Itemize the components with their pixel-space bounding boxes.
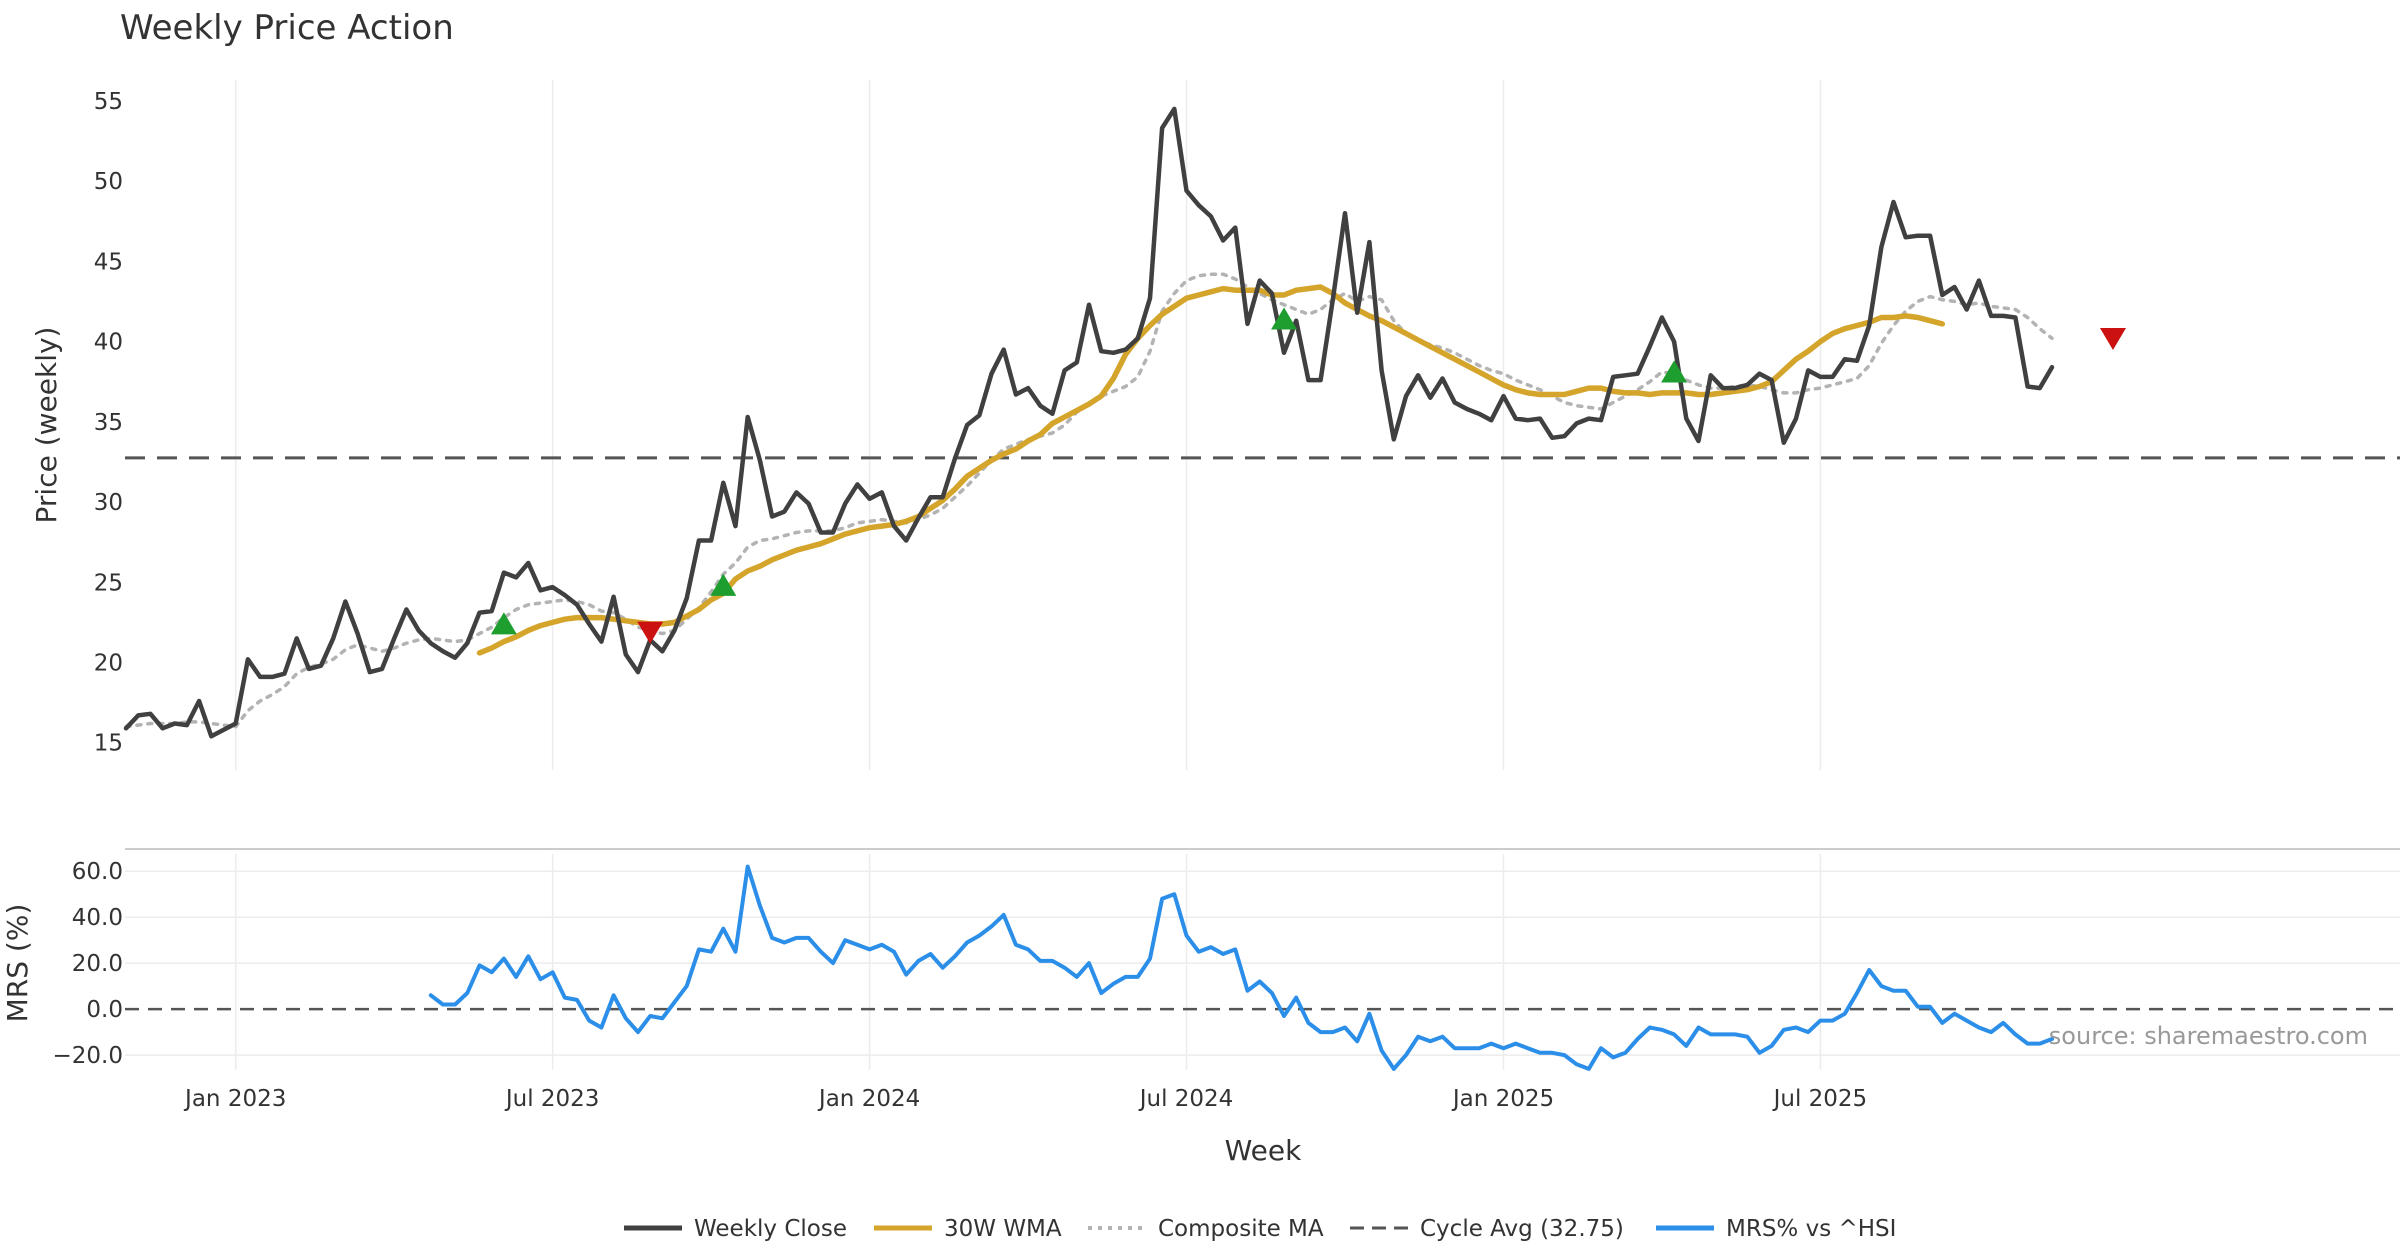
x-tick-jul-2024: Jul 2024 <box>1138 1086 1234 1112</box>
legend-label-weekly-close: Weekly Close <box>694 1216 847 1242</box>
signal-markers <box>490 307 2126 644</box>
chart-title: Weekly Price Action <box>120 8 454 48</box>
price-y-axis-title: Price (weekly) <box>30 327 63 524</box>
price-y-tick-35: 35 <box>94 410 123 436</box>
x-tick-jul-2023: Jul 2023 <box>504 1086 600 1112</box>
mrs-y-axis-title: MRS (%) <box>1 904 34 1023</box>
source-note: source: sharemaestro.com <box>2049 1022 2368 1050</box>
sell-signal-marker-1 <box>2099 327 2126 351</box>
price-y-tick-40: 40 <box>94 330 123 356</box>
price-y-ticks: 15 20 25 30 35 40 45 50 55 <box>94 89 123 757</box>
x-tick-jan-2023: Jan 2023 <box>183 1086 286 1112</box>
mrs-y-tick-2: 20.0 <box>72 951 123 977</box>
price-series <box>123 106 2400 739</box>
mrs-y-tick-3: 0.0 <box>86 997 123 1023</box>
x-tick-jul-2025: Jul 2025 <box>1772 1086 1868 1112</box>
buy-signal-marker-2 <box>1271 307 1298 330</box>
x-tick-jan-2024: Jan 2024 <box>817 1086 920 1112</box>
x-axis-ticks: Jan 2023 Jul 2023 Jan 2024 Jul 2024 Jan 2025… <box>183 1086 1867 1112</box>
buy-signal-marker-0 <box>490 612 517 635</box>
price-y-tick-30: 30 <box>94 490 123 516</box>
series-weekly-close <box>123 106 2055 739</box>
buy-signal-marker-3 <box>1661 360 1688 383</box>
mrs-y-tick-1: 40.0 <box>72 905 123 931</box>
mrs-series <box>428 864 2054 1071</box>
legend-label-composite-ma: Composite MA <box>1158 1216 1324 1242</box>
buy-signal-marker-1 <box>710 573 737 596</box>
price-grid <box>234 80 1822 770</box>
series-mrs-vs-hsi <box>428 864 2054 1071</box>
legend: Weekly Close 30W WMA Composite MA Cycle Avg… <box>624 1216 1896 1242</box>
price-y-tick-20: 20 <box>94 650 123 676</box>
price-y-tick-50: 50 <box>94 169 123 195</box>
price-y-tick-25: 25 <box>94 570 123 596</box>
mrs-grid <box>125 854 2400 1070</box>
legend-label-cycle-avg-32-75: Cycle Avg (32.75) <box>1420 1216 1624 1242</box>
mrs-y-tick-4: −20.0 <box>53 1043 123 1069</box>
x-axis-title: Week <box>1225 1134 1302 1167</box>
price-y-tick-45: 45 <box>94 249 123 275</box>
mrs-y-tick-0: 60.0 <box>72 859 123 885</box>
price-y-tick-15: 15 <box>94 731 123 757</box>
x-tick-jan-2025: Jan 2025 <box>1451 1086 1554 1112</box>
legend-label-mrs-vs-hsi: MRS% vs ^HSI <box>1726 1216 1896 1242</box>
price-y-tick-55: 55 <box>94 89 123 115</box>
legend-label-30w-wma: 30W WMA <box>944 1216 1062 1242</box>
sell-signal-marker-0 <box>637 621 664 644</box>
mrs-y-ticks: 60.0 40.0 20.0 0.0 −20.0 <box>53 859 123 1069</box>
